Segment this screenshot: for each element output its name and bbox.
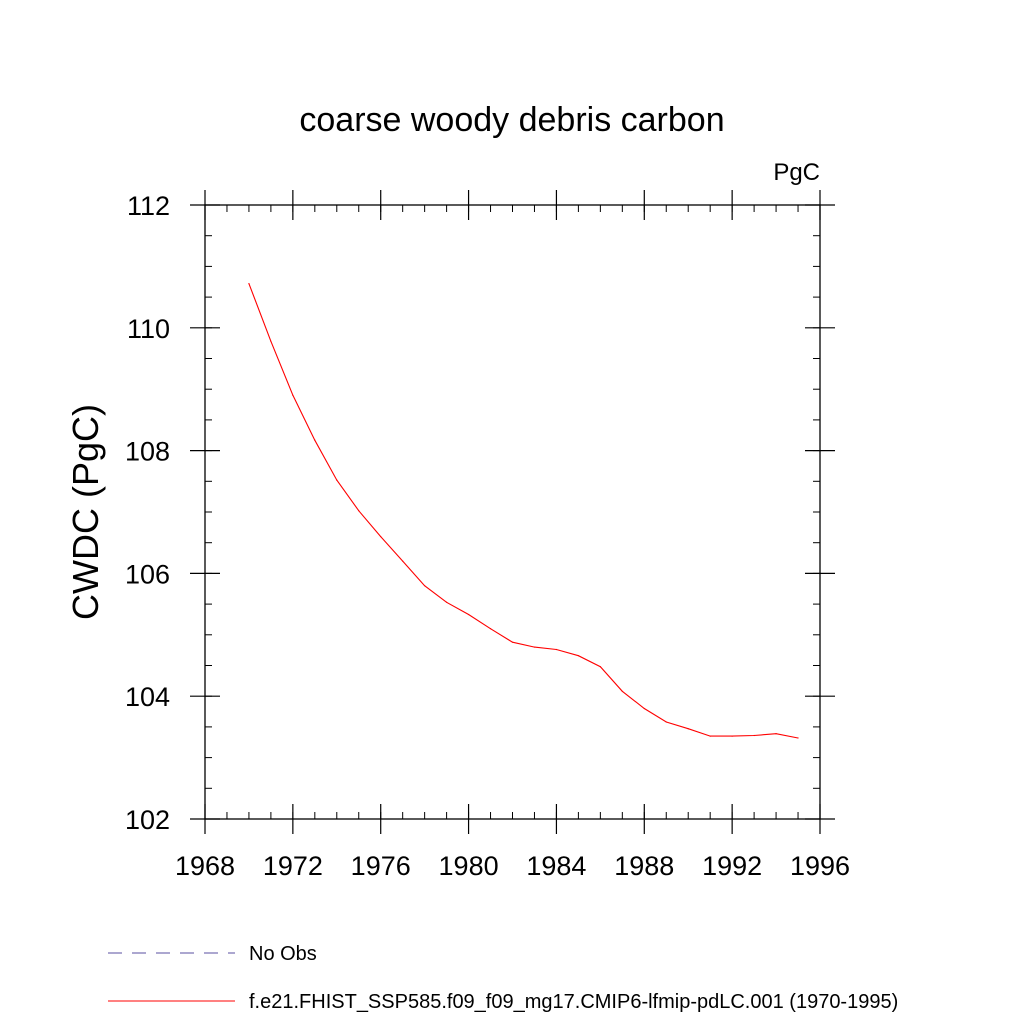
data-point xyxy=(731,735,733,737)
data-point xyxy=(577,655,579,657)
data-point xyxy=(511,641,514,643)
data-point xyxy=(709,735,711,737)
data-point xyxy=(621,690,623,692)
units-label: PgC xyxy=(773,159,820,186)
data-point xyxy=(248,282,250,285)
data-point xyxy=(336,479,338,481)
x-tick-label: 1984 xyxy=(526,851,586,881)
data-point xyxy=(687,728,689,730)
data-point xyxy=(446,601,448,603)
data-point xyxy=(314,439,316,441)
data-point xyxy=(775,733,777,735)
x-tick-label: 1976 xyxy=(351,851,411,881)
data-point xyxy=(292,394,294,396)
data-point xyxy=(270,340,272,342)
x-tick-label: 1972 xyxy=(263,851,323,881)
y-tick-label: 106 xyxy=(125,559,170,589)
y-axis-label: CWDC (PgC) xyxy=(65,404,106,620)
data-point xyxy=(797,737,799,739)
data-point xyxy=(489,628,492,630)
data-point xyxy=(643,707,645,710)
legend-label: No Obs xyxy=(249,943,317,965)
data-point xyxy=(467,613,470,616)
legend: No Obs f.e21.FHIST_SSP585.f09_f09_mg17.CM… xyxy=(108,943,898,1013)
y-tick-label: 110 xyxy=(127,314,170,344)
data-point xyxy=(402,560,404,562)
data-point xyxy=(665,721,667,723)
data-point xyxy=(533,646,536,648)
y-tick-label: 102 xyxy=(125,805,170,835)
x-tick-label: 1968 xyxy=(175,851,235,881)
series-layer xyxy=(248,282,799,739)
data-point xyxy=(358,510,360,512)
data-point xyxy=(380,535,382,538)
x-tick-label: 1980 xyxy=(439,851,499,881)
x-tick-label: 1988 xyxy=(614,851,674,881)
y-tick-label: 112 xyxy=(127,191,170,221)
x-tick-label: 1996 xyxy=(790,851,850,881)
series-line-1 xyxy=(248,283,799,739)
chart-title: coarse woody debris carbon xyxy=(299,101,724,139)
data-point xyxy=(599,666,601,668)
axes: 1968 1972 1976 1980 1984 1988 1992 1996 102 104 10… xyxy=(125,190,850,881)
plot-frame xyxy=(204,204,821,820)
y-tick-label: 108 xyxy=(125,437,170,467)
data-point xyxy=(555,648,558,651)
y-tick-label: 104 xyxy=(125,682,170,712)
x-tick-label: 1992 xyxy=(702,851,762,881)
data-point xyxy=(753,734,755,737)
legend-label: f.e21.FHIST_SSP585.f09_f09_mg17.CMIP6-lf… xyxy=(249,991,898,1013)
data-point xyxy=(424,585,426,587)
